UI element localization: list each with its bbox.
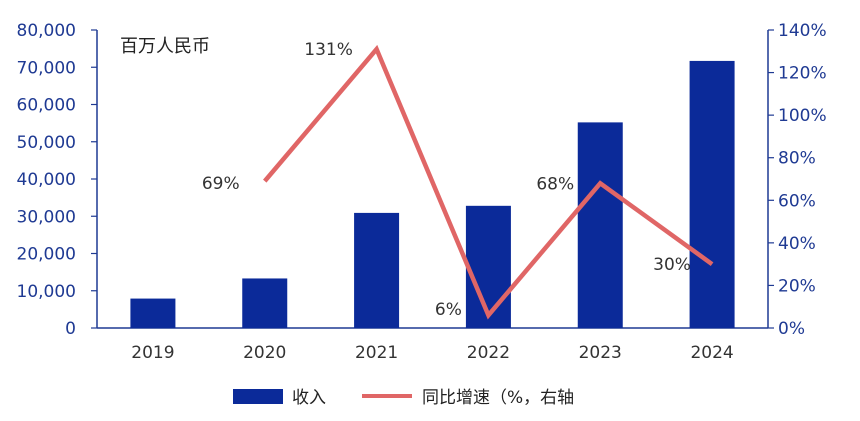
line-data-labels: 69% 131% 6% 68% 30% xyxy=(202,40,691,320)
bar-2019 xyxy=(130,298,176,328)
right-axis-tick-label: 40% xyxy=(778,234,816,254)
x-axis-tick-label: 2024 xyxy=(690,343,733,363)
left-axis-tick-label: 50,000 xyxy=(17,133,76,153)
line-data-label-2024: 30% xyxy=(653,255,691,275)
legend: 收入 同比增速（%，右轴 xyxy=(233,388,574,408)
bar-2023 xyxy=(577,122,623,328)
right-axis-tick-label: 60% xyxy=(778,191,816,211)
legend-line-label: 同比增速（%，右轴 xyxy=(422,388,574,408)
left-axis-tick-label: 60,000 xyxy=(17,96,76,116)
line-data-label-2022: 6% xyxy=(435,300,462,320)
right-axis-tick-label: 140% xyxy=(778,21,827,41)
line-data-label-2020: 69% xyxy=(202,174,240,194)
left-axis-tick-label: 0 xyxy=(65,319,76,339)
bar-2021 xyxy=(354,212,400,328)
legend-bar-label: 收入 xyxy=(292,388,326,408)
left-axis-tick-label: 80,000 xyxy=(17,21,76,41)
left-axis-tick-label: 20,000 xyxy=(17,245,76,265)
x-axis-tick-label: 2022 xyxy=(467,343,510,363)
left-axis: 0 10,000 20,000 30,000 40,000 50,000 60,000 70,… xyxy=(17,21,97,339)
left-axis-tick-label: 40,000 xyxy=(17,170,76,190)
unit-label: 百万人民币 xyxy=(120,36,210,57)
left-axis-tick-label: 70,000 xyxy=(17,58,76,78)
x-axis-tick-label: 2020 xyxy=(243,343,286,363)
left-axis-tick-label: 10,000 xyxy=(17,282,76,302)
right-axis-tick-label: 100% xyxy=(778,106,827,126)
x-axis-tick-label: 2021 xyxy=(355,343,398,363)
right-axis-tick-label: 0% xyxy=(778,319,805,339)
bar-2020 xyxy=(242,278,288,328)
right-axis: 0% 20% 40% 60% 80% 100% 120% 140% xyxy=(768,21,827,339)
x-axis-tick-label: 2023 xyxy=(579,343,622,363)
legend-bar-swatch xyxy=(233,389,283,404)
right-axis-tick-label: 120% xyxy=(778,64,827,84)
bar-2022 xyxy=(465,205,511,328)
line-data-label-2023: 68% xyxy=(536,174,574,194)
x-axis: 2019 2020 2021 2022 2023 2024 xyxy=(131,343,733,363)
bar-series xyxy=(130,60,735,328)
line-series xyxy=(263,44,714,320)
growth-line xyxy=(263,44,714,320)
right-axis-tick-label: 20% xyxy=(778,276,816,296)
x-axis-tick-label: 2019 xyxy=(131,343,174,363)
right-axis-tick-label: 80% xyxy=(778,149,816,169)
left-axis-tick-label: 30,000 xyxy=(17,207,76,227)
bar-2024 xyxy=(689,60,735,328)
line-data-label-2021: 131% xyxy=(304,40,353,60)
